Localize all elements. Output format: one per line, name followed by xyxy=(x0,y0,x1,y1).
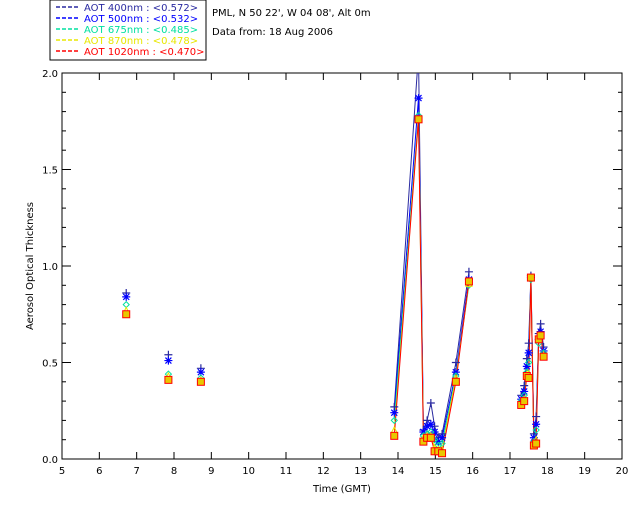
legend-entry: AOT 675nm : <0.485> xyxy=(84,25,198,36)
x-tick-label: 17 xyxy=(504,466,517,477)
data-point xyxy=(419,427,428,436)
data-point xyxy=(426,420,435,429)
data-point xyxy=(390,416,398,425)
x-tick-label: 12 xyxy=(317,466,330,477)
data-point xyxy=(529,433,538,442)
legend: AOT 400nm : <0.572>AOT 500nm : <0.532>AO… xyxy=(56,3,204,58)
data-point xyxy=(122,292,131,301)
x-tick-label: 14 xyxy=(392,466,405,477)
data-point xyxy=(423,422,432,431)
data-point xyxy=(390,431,399,440)
data-point xyxy=(430,427,439,436)
legend-entry: AOT 870nm : <0.478> xyxy=(84,36,198,47)
legend-entry: AOT 400nm : <0.572> xyxy=(84,3,198,14)
y-tick-label: 1.5 xyxy=(42,166,58,177)
data-point xyxy=(536,319,545,328)
data-point xyxy=(415,50,423,58)
y-tick-label: 1.0 xyxy=(42,262,58,273)
data-point xyxy=(196,368,205,377)
data-point xyxy=(414,94,423,103)
x-axis-label: Time (GMT) xyxy=(312,484,371,495)
data-point xyxy=(451,358,460,367)
x-tick-label: 9 xyxy=(208,466,214,477)
data-point xyxy=(390,408,399,417)
data-point xyxy=(520,387,529,396)
data-point xyxy=(426,433,435,442)
data-point xyxy=(539,352,548,361)
data-point xyxy=(464,277,473,286)
data-point xyxy=(164,356,173,365)
data-point xyxy=(532,412,541,421)
x-tick-label: 19 xyxy=(578,466,591,477)
axis-ticks: 5 6 7 8 9 10 11 12 13 14 15 16 17 18 19 20 0.0 0.5 1.0 1.5 2… xyxy=(42,69,628,477)
x-tick-label: 18 xyxy=(541,466,554,477)
data-point xyxy=(524,348,533,357)
x-tick-label: 13 xyxy=(354,466,367,477)
data-point xyxy=(451,377,460,386)
data-point xyxy=(536,331,545,340)
series-markers xyxy=(122,50,548,458)
series-line-4 xyxy=(520,277,545,447)
data-point xyxy=(522,362,531,371)
data-point xyxy=(122,310,131,319)
x-tick-label: 20 xyxy=(616,466,629,477)
data-point xyxy=(414,115,423,124)
data-point xyxy=(426,399,435,408)
data-point xyxy=(196,377,205,386)
x-tick-label: 15 xyxy=(429,466,442,477)
y-tick-label: 0.0 xyxy=(42,455,58,466)
x-tick-label: 16 xyxy=(466,466,479,477)
site-info: PML, N 50 22', W 04 08', Alt 0m xyxy=(212,8,371,19)
data-point xyxy=(524,358,533,367)
x-tick-label: 8 xyxy=(171,466,177,477)
data-point xyxy=(532,426,540,434)
y-tick-label: 2.0 xyxy=(42,69,58,80)
data-point xyxy=(526,273,535,282)
data-point xyxy=(164,375,173,384)
series-lines xyxy=(393,73,545,454)
y-tick-label: 0.5 xyxy=(42,359,58,370)
series-line-4 xyxy=(393,119,470,454)
series-line-1 xyxy=(393,98,470,443)
x-tick-label: 5 xyxy=(59,466,65,477)
data-point xyxy=(524,339,533,348)
legend-entry: AOT 1020nm : <0.470> xyxy=(84,47,204,58)
data-point xyxy=(532,439,541,448)
data-point xyxy=(524,373,533,382)
plot-frame xyxy=(61,72,623,460)
y-axis-label: Aerosol Optical Thickness xyxy=(25,202,36,330)
legend-box xyxy=(49,0,207,61)
data-point xyxy=(532,420,541,429)
x-tick-label: 6 xyxy=(96,466,102,477)
data-point xyxy=(464,267,473,276)
data-point xyxy=(451,368,460,377)
data-point xyxy=(438,433,447,442)
data-point xyxy=(438,449,447,458)
legend-entry: AOT 500nm : <0.532> xyxy=(84,14,198,25)
x-tick-label: 7 xyxy=(133,466,139,477)
data-point xyxy=(520,397,529,406)
x-tick-label: 10 xyxy=(242,466,255,477)
date-info: Data from: 18 Aug 2006 xyxy=(212,27,333,38)
x-tick-label: 11 xyxy=(280,466,293,477)
data-point xyxy=(434,437,443,446)
